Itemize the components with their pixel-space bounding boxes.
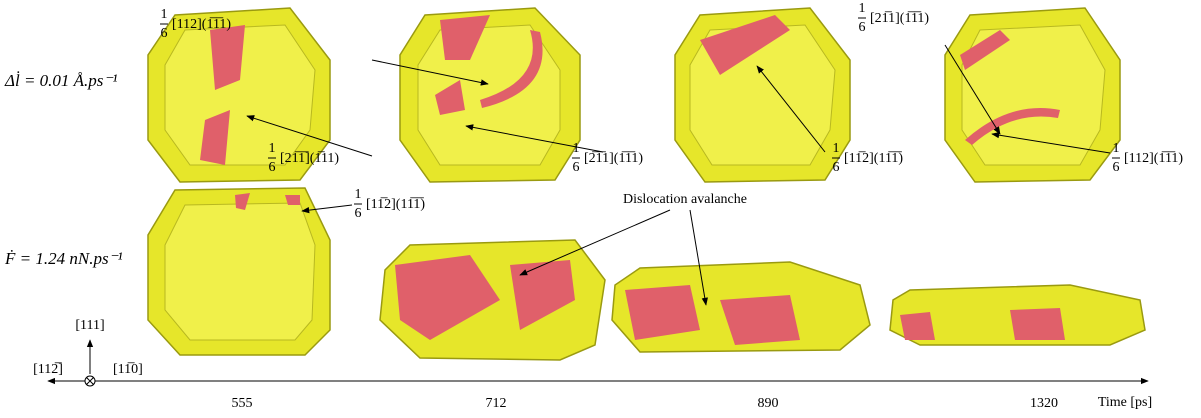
out-of-plane-symbol: [86, 377, 94, 385]
fraction-denominator: 6: [1113, 160, 1120, 175]
orientation-label: [112̅]: [33, 362, 63, 377]
defect: [720, 295, 800, 345]
defect: [200, 110, 230, 165]
fraction-denominator: 6: [573, 160, 580, 175]
time-label: 712: [486, 396, 507, 411]
defect: [960, 30, 1010, 70]
fraction-numerator: 1: [355, 187, 362, 202]
arrow: [944, 44, 1001, 135]
miller-index: [2̅1̅1](1̅1̅1): [584, 151, 643, 166]
fraction-denominator: 6: [355, 206, 362, 221]
miller-index: [11̅2](11̅1̅): [366, 197, 425, 212]
defect: [700, 15, 790, 75]
arrow: [465, 124, 604, 153]
crystal-face: [164, 202, 316, 341]
fraction-numerator: 1: [269, 141, 276, 156]
time-label: 555: [232, 396, 253, 411]
fraction-numerator: 1: [1113, 141, 1120, 156]
miller-index: [112](1̅1̅1): [172, 17, 231, 32]
defect: [210, 25, 245, 90]
annotation: Dislocation avalanche: [623, 192, 747, 207]
defect: [965, 108, 1060, 145]
defect: [625, 285, 700, 340]
fraction-denominator: 6: [269, 160, 276, 175]
fraction-denominator: 6: [833, 160, 840, 175]
defect: [435, 80, 465, 115]
defect: [440, 15, 490, 60]
arrow: [519, 209, 671, 276]
defect: [1010, 308, 1065, 340]
arrow: [991, 131, 1111, 154]
fraction-denominator: 6: [161, 26, 168, 41]
orientation-label: [111]: [75, 318, 104, 333]
arrow: [371, 59, 489, 86]
defect: [480, 30, 543, 108]
arrows: [47, 44, 1149, 387]
miller-index: [112](1̅1̅1): [1124, 151, 1183, 166]
arrow: [756, 65, 826, 153]
fraction-numerator: 1: [161, 7, 168, 22]
defect: [395, 255, 500, 340]
crystals: [147, 7, 1146, 361]
row-label: Ḟ = 1.24 nN.ps⁻¹: [4, 249, 123, 268]
time-label: 1320: [1030, 396, 1058, 411]
arrow: [246, 115, 373, 157]
orientation-label: [11̅0]: [113, 362, 143, 377]
arrow: [689, 209, 708, 306]
miller-index: [11̅2](11̅1̅): [844, 151, 903, 166]
miller-index: [21̅1](1̅1̅1): [870, 11, 929, 26]
fraction-numerator: 1: [573, 141, 580, 156]
time-label: 890: [758, 396, 779, 411]
fraction-numerator: 1: [833, 141, 840, 156]
defect: [900, 312, 935, 340]
fraction-denominator: 6: [859, 20, 866, 35]
miller-index: [21̅1̅](1̅11): [280, 151, 339, 166]
defect: [285, 195, 300, 205]
row-label: Δl̇ = 0.01 Å.ps⁻¹: [4, 71, 118, 90]
crystal-face: [164, 24, 316, 166]
arrow: [301, 204, 353, 214]
defect: [235, 193, 250, 210]
defect: [510, 260, 575, 330]
axis-label: Time [ps]: [1098, 395, 1152, 410]
fraction-numerator: 1: [859, 1, 866, 16]
